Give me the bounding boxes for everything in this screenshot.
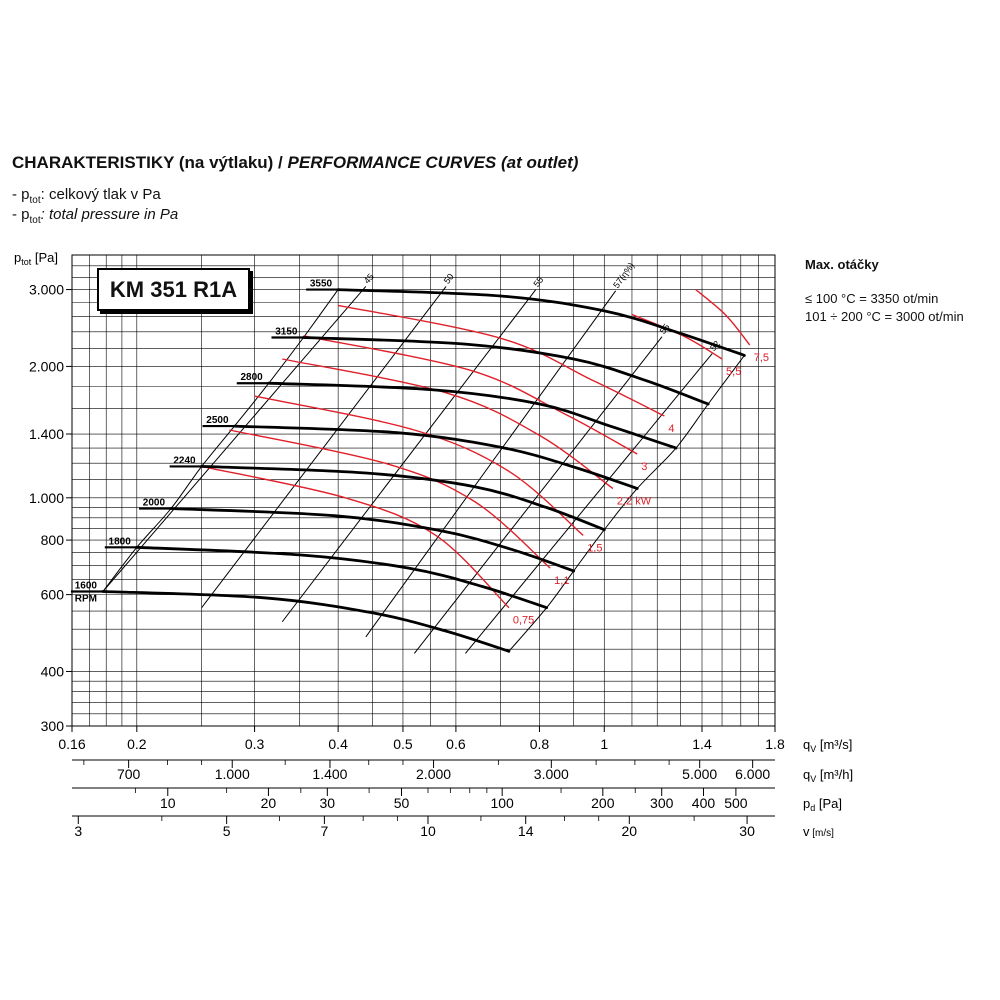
- x-tick-label: 1: [600, 736, 608, 752]
- efficiency-label: 55: [531, 275, 545, 289]
- x-tick-label: 1.8: [765, 736, 785, 752]
- y-axis-label-sub: tot: [21, 257, 32, 267]
- secondary-tick-label: 400: [692, 795, 716, 811]
- speed-curve: [137, 547, 547, 607]
- secondary-tick-label: 500: [724, 795, 748, 811]
- efficiency-label: 57(η%): [611, 261, 636, 290]
- efficiency-line: [103, 286, 366, 591]
- secondary-tick-label: 14: [518, 823, 534, 839]
- speed-label: 2240: [173, 455, 196, 466]
- y-axis-label-main: p: [14, 250, 21, 265]
- power-label: 2,2 kW: [617, 496, 652, 508]
- power-curve: [338, 305, 664, 416]
- power-label: 3: [641, 461, 647, 473]
- power-label: 0,75: [513, 615, 534, 627]
- power-label: 1,5: [587, 542, 602, 554]
- model-label: KM 351 R1A: [97, 268, 250, 311]
- secondary-tick-label: 2.000: [416, 766, 451, 782]
- secondary-tick-label: 10: [160, 795, 176, 811]
- secondary-axis-label: pd [Pa]: [803, 796, 842, 813]
- speed-label: 1600: [75, 580, 98, 591]
- x-axis-label-main: q: [803, 737, 810, 752]
- x-tick-label: 0.6: [446, 736, 466, 752]
- secondary-tick-label: 1.400: [312, 766, 347, 782]
- secondary-tick-label: 300: [650, 795, 674, 811]
- y-tick-label: 800: [41, 532, 65, 548]
- secondary-tick-label: 20: [622, 823, 638, 839]
- secondary-axis-label-main: p: [803, 796, 810, 811]
- speed-label: 3150: [275, 326, 298, 337]
- secondary-tick-label: 30: [320, 795, 336, 811]
- speed-label: 2800: [241, 372, 264, 383]
- speed-curve: [338, 290, 744, 356]
- x-tick-label: 0.2: [127, 736, 147, 752]
- x-axis-label-unit: [m³/s]: [816, 737, 852, 752]
- secondary-tick-label: 1.000: [215, 766, 250, 782]
- power-label: 1,1: [554, 575, 569, 587]
- secondary-axis-label-unit: [m/s]: [810, 828, 835, 839]
- secondary-tick-label: 5: [223, 823, 231, 839]
- x-tick-label: 0.3: [245, 736, 265, 752]
- secondary-tick-label: 30: [739, 823, 755, 839]
- power-curve: [282, 359, 613, 489]
- speed-label: 3550: [310, 279, 333, 290]
- y-axis-label-unit: [Pa]: [31, 250, 58, 265]
- y-tick-label: 3.000: [29, 282, 64, 298]
- secondary-tick-label: 5.000: [682, 766, 717, 782]
- rpm-unit-label: RPM: [75, 593, 97, 604]
- y-tick-label: 1.400: [29, 426, 64, 442]
- secondary-axis-label: qV [m³/h]: [803, 767, 853, 784]
- secondary-tick-label: 200: [591, 795, 615, 811]
- speed-label: 2000: [143, 498, 166, 509]
- secondary-axis-label: v [m/s]: [803, 824, 834, 839]
- x-tick-label: 0.4: [328, 736, 348, 752]
- secondary-tick-label: 700: [117, 766, 141, 782]
- power-label: 7,5: [754, 352, 769, 364]
- power-label: 4: [668, 423, 674, 435]
- x-tick-label: 1.4: [692, 736, 712, 752]
- secondary-tick-label: 20: [261, 795, 277, 811]
- efficiency-label: 45: [362, 272, 376, 286]
- speed-label: 2500: [206, 415, 229, 426]
- x-axis-label: qV [m³/s]: [803, 737, 852, 754]
- x-tick-label: 0.16: [58, 736, 85, 752]
- plot-frame: [72, 255, 775, 726]
- power-curve: [696, 290, 750, 345]
- y-tick-label: 300: [41, 718, 65, 734]
- secondary-axis-label-main: q: [803, 767, 810, 782]
- secondary-tick-label: 3: [74, 823, 82, 839]
- secondary-axis-label-unit: [Pa]: [815, 796, 842, 811]
- secondary-tick-label: 10: [420, 823, 436, 839]
- secondary-tick-label: 50: [394, 795, 410, 811]
- y-axis-label: ptot [Pa]: [14, 250, 58, 267]
- power-curve: [304, 336, 638, 454]
- secondary-axis-label-unit: [m³/h]: [816, 767, 853, 782]
- secondary-tick-label: 6.000: [735, 766, 770, 782]
- y-tick-label: 400: [41, 663, 65, 679]
- speed-curve: [103, 592, 509, 652]
- speed-label: 1800: [109, 536, 132, 547]
- x-tick-label: 0.5: [393, 736, 413, 752]
- x-tick-label: 0.8: [530, 736, 550, 752]
- secondary-tick-label: 7: [320, 823, 328, 839]
- y-tick-label: 2.000: [29, 358, 64, 374]
- secondary-tick-label: 100: [490, 795, 514, 811]
- y-tick-label: 600: [41, 587, 65, 603]
- power-label: 5,5: [726, 366, 741, 378]
- secondary-tick-label: 3.000: [534, 766, 569, 782]
- efficiency-label: 50: [442, 272, 456, 286]
- y-tick-label: 1.000: [29, 490, 64, 506]
